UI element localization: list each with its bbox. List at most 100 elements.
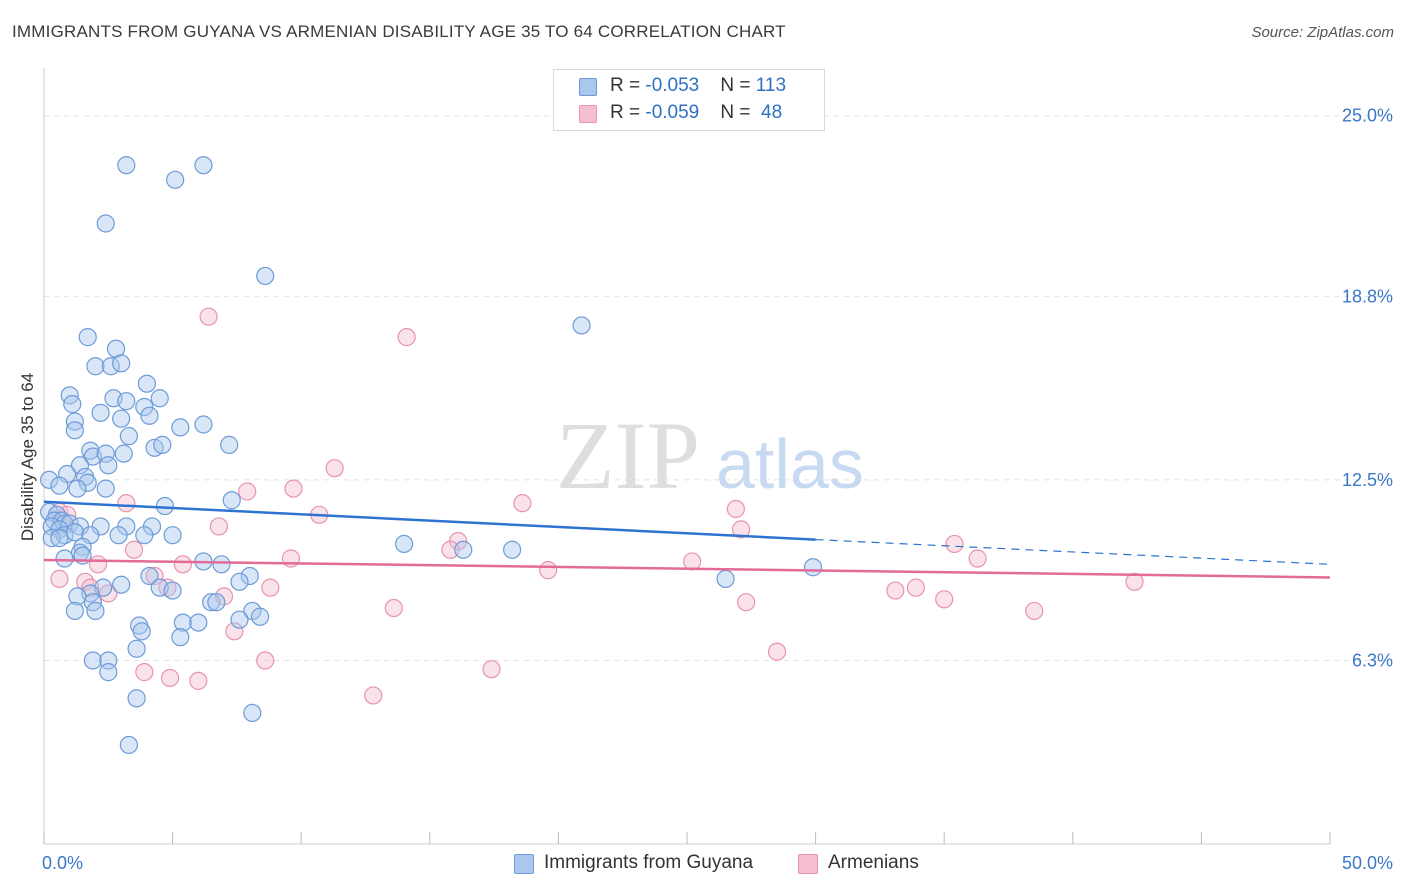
guyana-point: [78, 473, 97, 492]
guyana-point: [119, 427, 138, 446]
armenians-point: [135, 663, 154, 682]
guyana-point: [194, 156, 213, 175]
guyana-trend-line: [43, 500, 816, 541]
armenians-point: [225, 622, 244, 641]
guyana-point: [96, 479, 115, 498]
guyana-point: [86, 357, 105, 376]
guyana-point: [189, 613, 208, 632]
armenians-point: [81, 578, 100, 597]
correlation-legend: R = -0.053 N = 113 R = -0.059 N = 48: [553, 69, 825, 131]
legend-n-label: N =: [720, 75, 756, 96]
armenians-point: [173, 555, 192, 574]
guyana-point: [96, 444, 115, 463]
armenians-point: [886, 581, 905, 600]
legend-r-value: -0.053: [645, 75, 700, 96]
guyana-point: [572, 316, 591, 335]
armenians-point: [158, 578, 177, 597]
armenians-point: [261, 578, 280, 597]
guyana-point: [114, 444, 133, 463]
armenians-point: [935, 590, 954, 609]
armenians-point: [325, 459, 344, 478]
armenians-point: [737, 593, 756, 612]
guyana-point: [112, 409, 131, 428]
guyana-point: [173, 613, 192, 632]
guyana-point: [68, 479, 87, 498]
guyana-point: [127, 689, 146, 708]
guyana-point: [99, 456, 118, 475]
armenians-point: [539, 561, 558, 580]
guyana-point: [166, 170, 185, 189]
guyana-point: [256, 266, 275, 286]
chart-title: IMMIGRANTS FROM GUYANA VS ARMENIAN DISAB…: [12, 22, 786, 41]
armenians-point: [88, 555, 108, 574]
guyana-point: [140, 406, 159, 425]
guyana-point: [65, 601, 84, 621]
guyana-point: [240, 566, 259, 586]
guyana-point: [96, 214, 115, 233]
y-tick-label: 6.3%: [1352, 650, 1393, 670]
tick-labels: 6.3% 12.5% 18.8% 25.0% 0.0% 50.0%: [42, 106, 1393, 873]
watermark-zip: ZIP: [556, 402, 700, 509]
armenians-point: [513, 494, 532, 513]
guyana-trend-extension: [815, 538, 1331, 565]
guyana-point: [194, 415, 213, 434]
guyana-point: [65, 421, 84, 440]
guyana-point: [50, 529, 69, 548]
guyana-point: [163, 581, 182, 600]
legend-r-value: -0.059: [645, 102, 700, 123]
armenians-point: [117, 494, 136, 513]
armenians-point: [199, 307, 218, 326]
watermark-atlas: atlas: [716, 425, 864, 503]
armenians-legend-swatch: [798, 854, 818, 874]
armenians-trend-line: [43, 558, 1331, 579]
armenians-point: [364, 686, 383, 705]
x-tick-label: 0.0%: [42, 853, 83, 873]
armenians-point: [1125, 572, 1144, 591]
armenians-point: [1025, 601, 1044, 621]
armenians-point: [482, 660, 501, 679]
armenians-point: [726, 499, 745, 519]
guyana-point: [117, 392, 136, 411]
legend-r-label: R =: [610, 75, 646, 96]
guyana-point: [63, 395, 82, 414]
guyana-point: [99, 663, 118, 682]
guyana-point: [101, 357, 120, 376]
guyana-point: [243, 703, 262, 723]
guyana-point: [454, 540, 473, 559]
legend-r-label: R =: [610, 102, 646, 123]
guyana-point: [40, 470, 59, 489]
armenians-point: [968, 549, 987, 568]
guyana-point: [55, 549, 74, 568]
guyana-point: [91, 403, 110, 422]
legend-n-label: N =: [720, 102, 756, 123]
guyana-point: [171, 418, 190, 437]
guyana-point: [150, 389, 169, 408]
armenians-point: [160, 668, 180, 688]
source-credit: Source: ZipAtlas.com: [1251, 24, 1394, 41]
guyana-legend-swatch: [514, 854, 534, 874]
guyana-point: [70, 456, 90, 475]
armenians-point: [238, 482, 257, 501]
armenians-legend-label: Armenians: [828, 852, 919, 873]
y-axis-label: Disability Age 35 to 64: [18, 373, 37, 541]
guyana-legend-label: Immigrants from Guyana: [544, 852, 754, 873]
guyana-points: [40, 156, 823, 755]
guyana-point: [137, 374, 156, 393]
armenians-point: [284, 479, 303, 498]
guyana-point: [212, 555, 231, 574]
guyana-point: [171, 628, 190, 647]
x-tick-label: 50.0%: [1342, 853, 1393, 873]
guyana-point: [112, 354, 131, 373]
armenians-point: [384, 598, 403, 618]
legend-n-value: 48: [761, 102, 783, 123]
guyana-point: [163, 526, 182, 545]
guyana-point: [83, 651, 102, 670]
guyana-point: [60, 514, 79, 533]
armenians-point: [189, 671, 208, 690]
guyana-point: [250, 607, 270, 626]
guyana-point: [117, 156, 136, 175]
guyana-point: [42, 529, 61, 548]
y-tick-label: 12.5%: [1342, 470, 1393, 490]
guyana-point: [155, 496, 174, 516]
